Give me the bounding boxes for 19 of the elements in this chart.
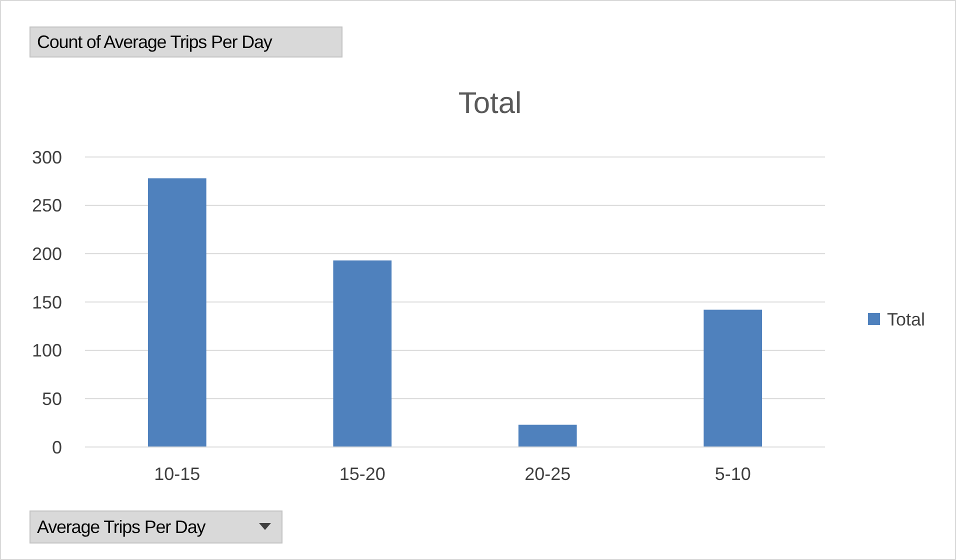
y-tick-label: 50 — [42, 388, 62, 409]
y-tick-label: 200 — [32, 244, 62, 264]
legend-label: Total — [887, 309, 926, 330]
y-tick-label: 250 — [32, 196, 62, 216]
x-tick-label: 10-15 — [154, 464, 200, 484]
y-tick-label: 150 — [32, 292, 62, 312]
x-tick-label: 5-10 — [714, 464, 751, 484]
bar — [333, 260, 392, 447]
x-tick-label: 15-20 — [339, 464, 386, 484]
bar — [704, 310, 762, 447]
bar — [518, 424, 577, 447]
y-tick-label: 300 — [32, 147, 62, 168]
chart-title: Total — [458, 87, 522, 120]
x-axis-title: Average Trips Per Day — [37, 517, 206, 537]
bar — [148, 178, 206, 447]
x-tick-label: 20-25 — [524, 464, 571, 484]
y-tick-label: 100 — [32, 340, 62, 361]
y-tick-label: 0 — [52, 437, 62, 458]
text: Count of Average Trips Per Day — [37, 32, 272, 52]
